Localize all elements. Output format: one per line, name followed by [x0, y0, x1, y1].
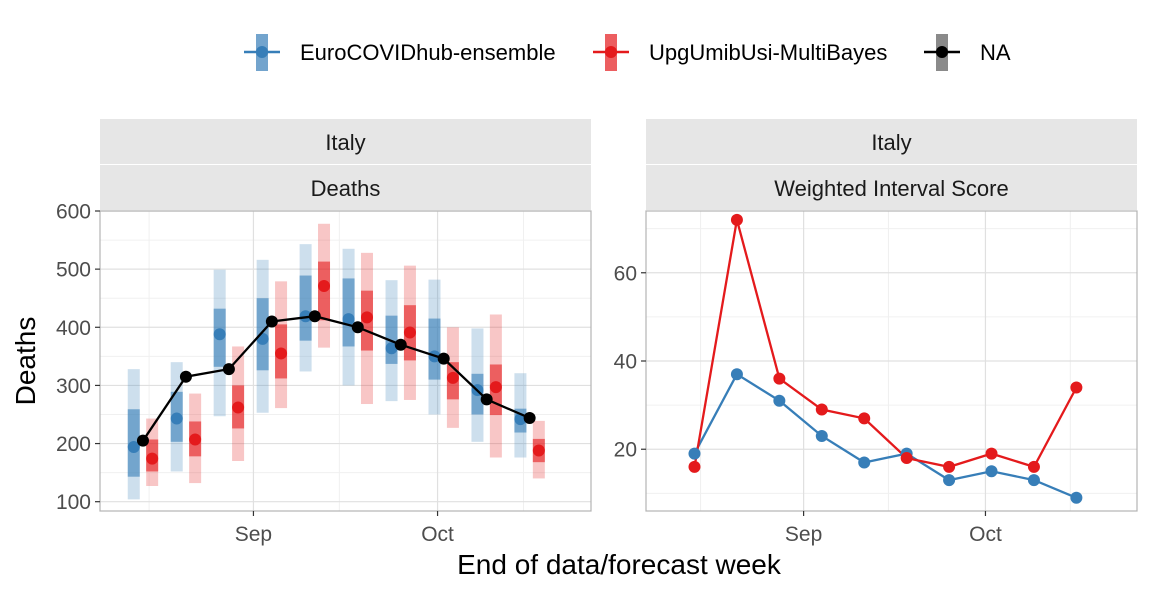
- wis-point-ensemble: [858, 456, 871, 469]
- observed-line: [142, 315, 531, 442]
- left-strip-location: Italy: [325, 130, 365, 155]
- wis-point-ensemble: [985, 465, 998, 478]
- median-point-multibayes: [232, 401, 245, 414]
- wis-point-multibayes: [1027, 460, 1040, 473]
- left-facet: Italy Deaths 100 200 300 400 500 600 Sep Oct D…: [10, 119, 592, 546]
- median-point-multibayes: [189, 433, 202, 446]
- right-plot-marks: [688, 213, 1083, 504]
- wis-line-ensemble: [693, 372, 1077, 499]
- interval-50-ensemble: [342, 278, 355, 347]
- right-x-axis: Sep Oct: [785, 511, 1002, 546]
- legend-entry-na: NA: [924, 34, 1011, 71]
- y-tick-label: 40: [614, 351, 637, 374]
- interval-50-ensemble: [428, 318, 441, 380]
- observed-point: [351, 321, 364, 334]
- wis-point-ensemble: [730, 368, 743, 381]
- legend-key-na-point: [936, 46, 948, 58]
- observed-point: [179, 370, 192, 383]
- y-tick-label: 600: [56, 201, 91, 224]
- right-strip-location-background: [646, 119, 1137, 164]
- legend-key-multibayes-point: [605, 46, 617, 58]
- median-point-multibayes: [489, 381, 502, 394]
- legend-key-ensemble-point: [256, 46, 268, 58]
- y-tick-label: 300: [56, 375, 91, 398]
- observed-point: [265, 315, 278, 328]
- observed-point: [222, 363, 235, 376]
- wis-point-multibayes: [858, 412, 871, 425]
- wis-point-ensemble: [1070, 491, 1083, 504]
- wis-point-multibayes: [1070, 381, 1083, 394]
- observed-point: [308, 310, 321, 323]
- median-point-ensemble: [342, 313, 355, 326]
- wis-point-multibayes: [815, 403, 828, 416]
- observed-point: [523, 411, 536, 424]
- observed-point: [437, 352, 450, 365]
- y-tick-label: 100: [56, 491, 91, 514]
- left-strip-target: Deaths: [311, 176, 381, 201]
- y-tick-label: 500: [56, 259, 91, 282]
- median-point-ensemble: [385, 342, 398, 355]
- x-tick-label: Sep: [785, 523, 822, 546]
- wis-point-multibayes: [943, 460, 956, 473]
- y-axis-title: Deaths: [10, 317, 41, 406]
- wis-point-ensemble: [815, 430, 828, 442]
- median-point-multibayes: [360, 311, 373, 324]
- legend: EuroCOVIDhub-ensemble UpgUmibUsi-MultiBa…: [244, 34, 1011, 71]
- median-point-multibayes: [275, 347, 288, 360]
- wis-point-multibayes: [730, 213, 743, 226]
- right-strip-target: Weighted Interval Score: [774, 176, 1008, 201]
- right-gridlines: [646, 211, 1137, 511]
- left-strip-target-background: [100, 165, 591, 210]
- left-plot-marks: [127, 223, 545, 500]
- legend-label-multibayes: UpgUmibUsi-MultiBayes: [649, 40, 887, 65]
- wis-point-ensemble: [1027, 474, 1040, 487]
- wis-point-multibayes: [985, 447, 998, 460]
- median-point-multibayes: [146, 452, 159, 465]
- x-tick-label: Oct: [969, 523, 1002, 546]
- wis-point-ensemble: [943, 474, 956, 487]
- wis-point-multibayes: [900, 452, 913, 465]
- y-tick-label: 60: [614, 262, 637, 285]
- median-point-ensemble: [127, 441, 140, 454]
- wis-point-ensemble: [773, 394, 786, 407]
- wis-point-multibayes: [688, 460, 701, 473]
- median-point-ensemble: [170, 412, 183, 425]
- interval-50-ensemble: [299, 275, 312, 341]
- x-tick-label: Oct: [421, 523, 454, 546]
- wis-point-multibayes: [773, 372, 786, 385]
- right-facet: Italy Weighted Interval Score 20 40 60 Sep…: [614, 119, 1138, 546]
- left-panel-background: [100, 211, 591, 511]
- right-strip-target-background: [646, 165, 1137, 210]
- legend-label-na: NA: [980, 40, 1011, 65]
- observed-point: [394, 338, 407, 351]
- median-point-multibayes: [446, 371, 459, 384]
- x-axis-title: End of data/forecast week: [457, 549, 782, 580]
- observed-point: [480, 393, 493, 406]
- right-y-axis: 20 40 60: [614, 262, 646, 462]
- y-tick-label: 20: [614, 439, 637, 462]
- legend-entry-ensemble: EuroCOVIDhub-ensemble: [244, 34, 556, 71]
- left-strip-location-background: [100, 119, 591, 164]
- y-tick-label: 200: [56, 433, 91, 456]
- legend-entry-multibayes: UpgUmibUsi-MultiBayes: [593, 34, 887, 71]
- median-point-multibayes: [318, 280, 331, 292]
- y-tick-label: 400: [56, 317, 91, 340]
- median-point-ensemble: [213, 328, 226, 341]
- right-strip-location: Italy: [871, 130, 911, 155]
- wis-point-ensemble: [688, 447, 701, 460]
- observed-point: [136, 434, 149, 447]
- left-y-axis: 100 200 300 400 500 600: [56, 201, 100, 514]
- median-point-multibayes: [403, 326, 416, 339]
- left-panel-border: [99, 210, 592, 512]
- median-point-multibayes: [532, 444, 545, 457]
- left-x-axis: Sep Oct: [235, 511, 454, 546]
- legend-label-ensemble: EuroCOVIDhub-ensemble: [300, 40, 556, 65]
- x-tick-label: Sep: [235, 523, 272, 546]
- wis-line-multibayes: [693, 219, 1078, 469]
